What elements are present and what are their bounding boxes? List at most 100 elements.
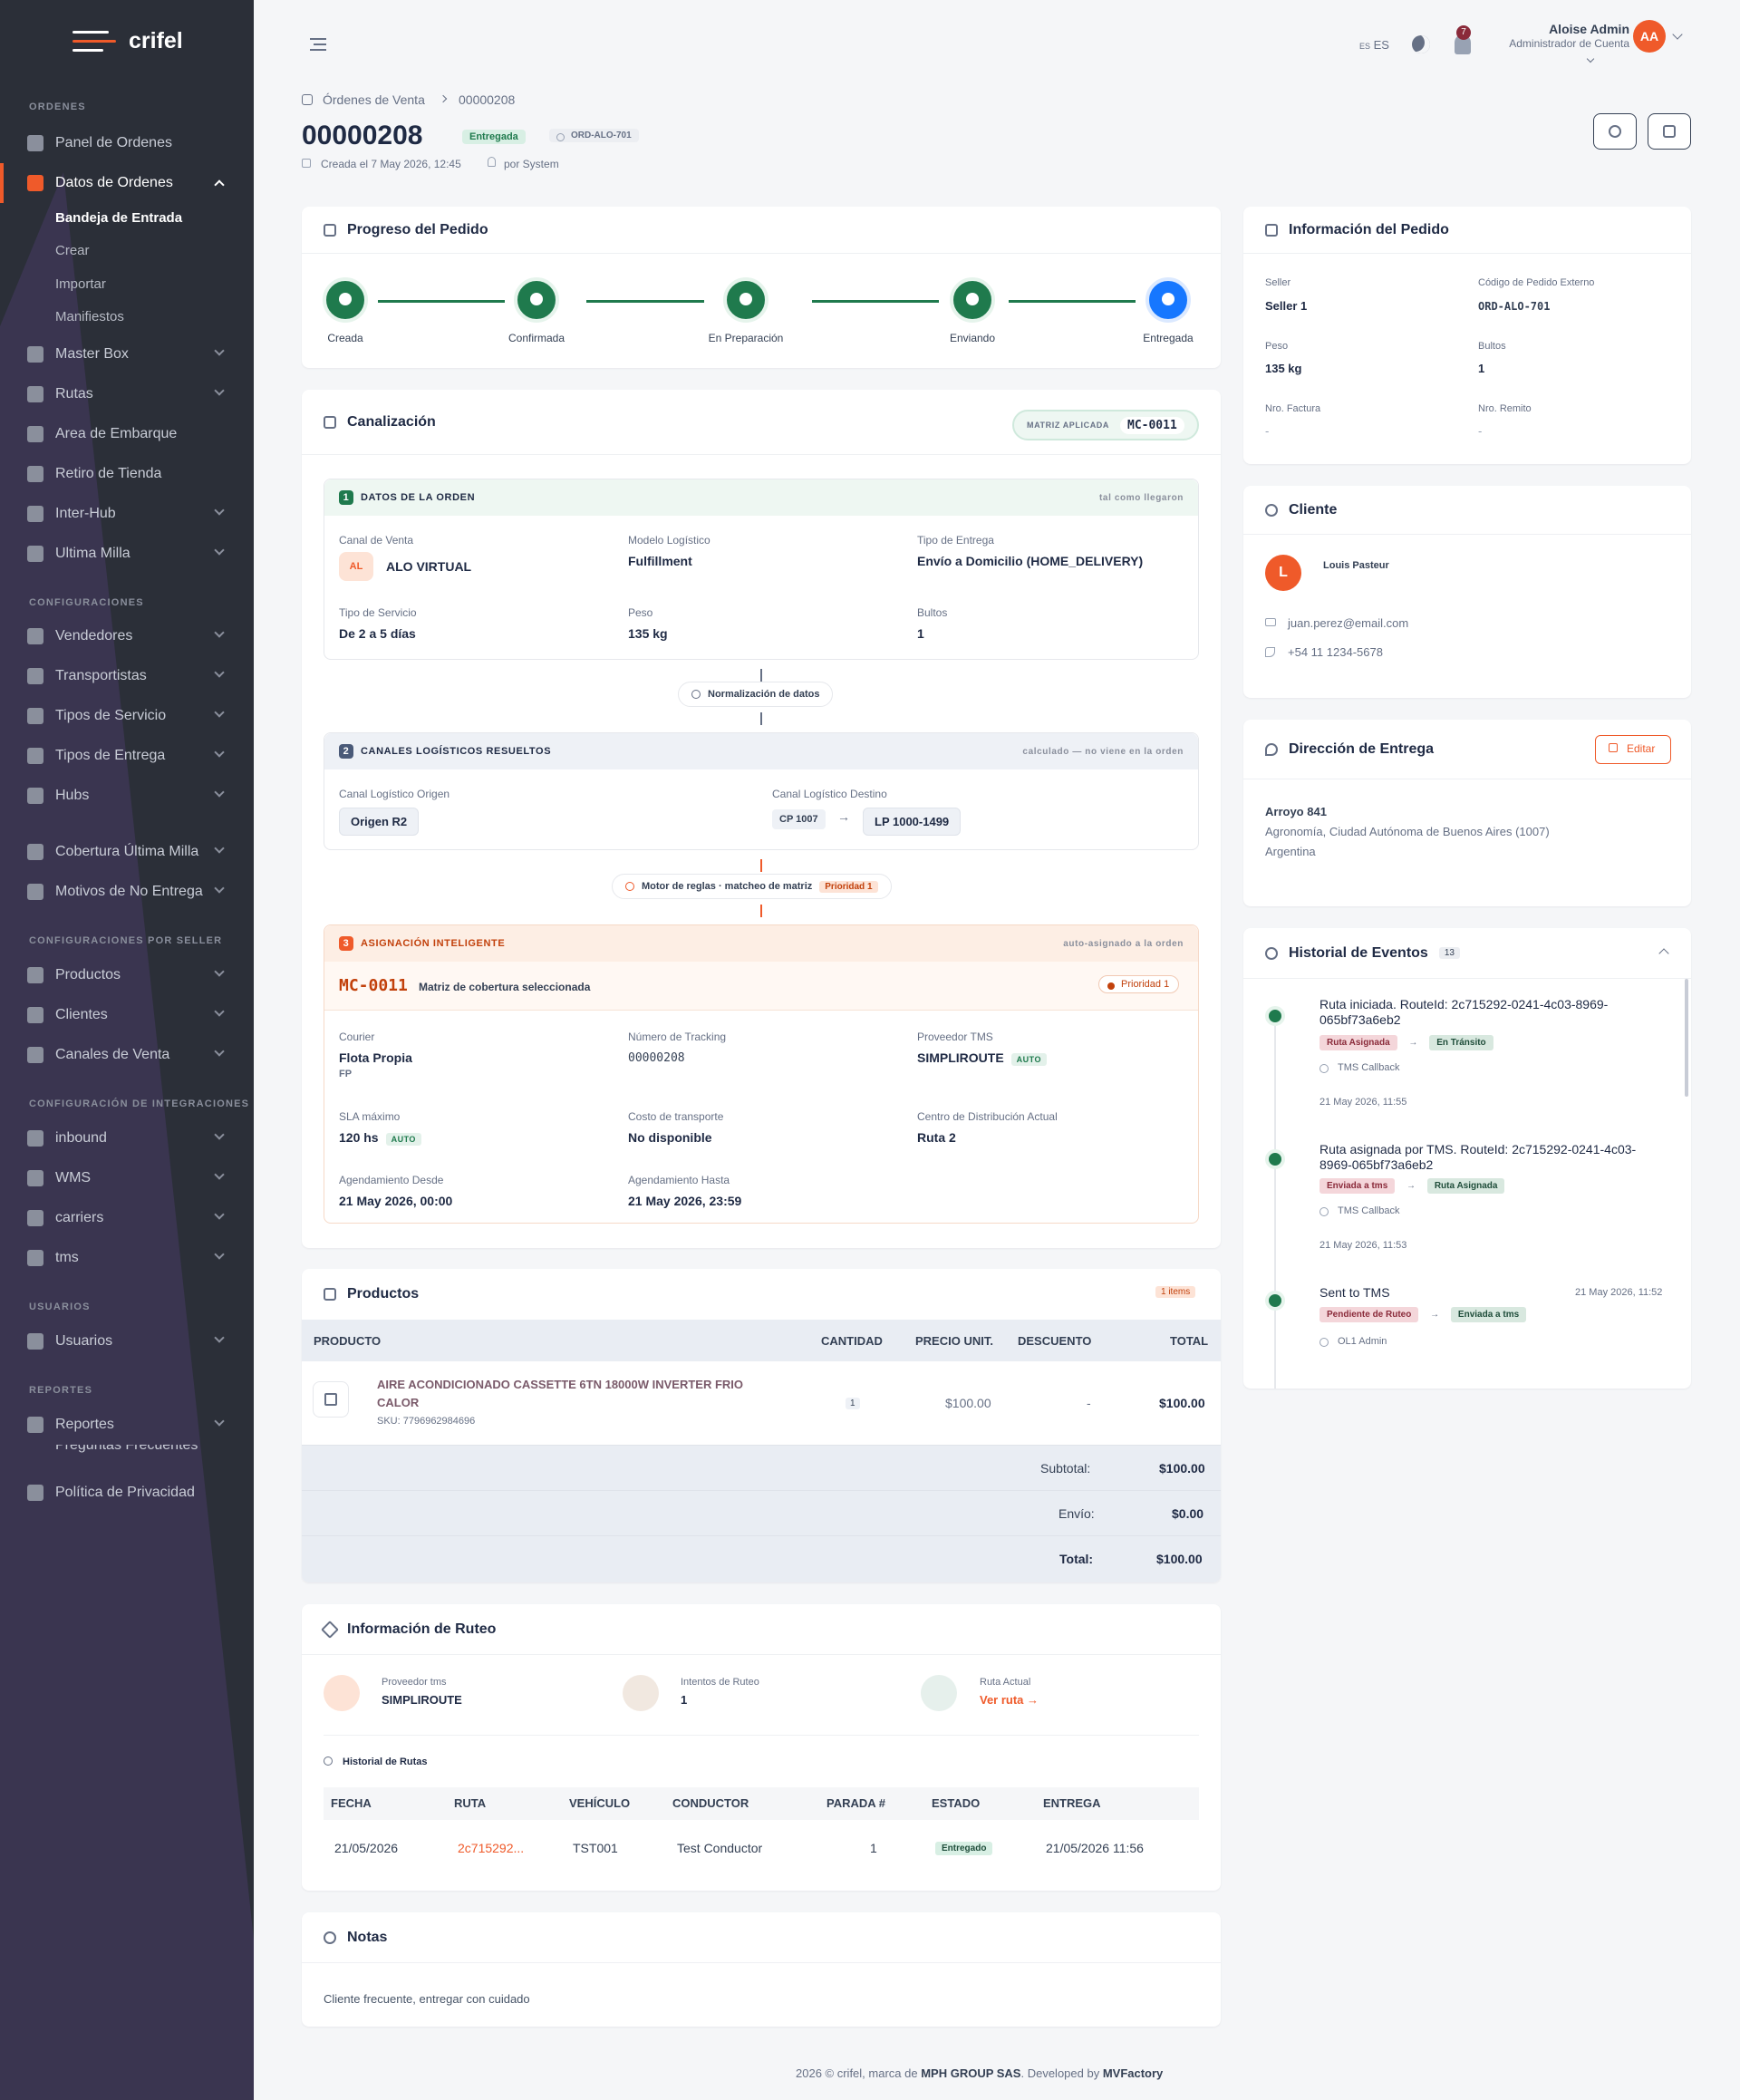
- sidebar-item-canales-venta[interactable]: Canales de Venta: [0, 1035, 254, 1075]
- table-row[interactable]: AIRE ACONDICIONADO CASSETTE 6TN 18000W I…: [302, 1361, 1221, 1445]
- bell-icon[interactable]: [1455, 34, 1471, 54]
- edit-address-button[interactable]: Editar: [1595, 735, 1671, 764]
- field-label: Número de Tracking: [628, 1031, 727, 1043]
- sidebar-item-rutas[interactable]: Rutas: [0, 374, 254, 414]
- step-label: Confirmada: [508, 332, 566, 344]
- sidebar-item-usuarios[interactable]: Usuarios: [0, 1321, 254, 1361]
- client-phone[interactable]: +54 11 1234-5678: [1288, 645, 1383, 659]
- store-icon: [27, 466, 44, 482]
- sidebar-item-vendedores[interactable]: Vendedores: [0, 616, 254, 656]
- step-label: En Preparación: [708, 332, 784, 344]
- sidebar-item-privacidad[interactable]: Política de Privacidad: [0, 1473, 254, 1513]
- origin-tag: Origen R2: [339, 808, 420, 836]
- sidebar-subitem-bandeja[interactable]: Bandeja de Entrada: [55, 210, 183, 226]
- sidebar-item-inter-hub[interactable]: Inter-Hub: [0, 494, 254, 534]
- users-icon: [27, 1333, 44, 1350]
- sidebar-item-tipos-servicio[interactable]: Tipos de Servicio: [0, 696, 254, 736]
- sidebar-item-faq[interactable]: Preguntas Frecuentes: [0, 1445, 254, 1454]
- sidebar-item-carriers[interactable]: carriers: [0, 1198, 254, 1238]
- field-label: Peso: [1265, 341, 1289, 352]
- table-row[interactable]: 21/05/2026 2c715292... TST001 Test Condu…: [324, 1820, 1199, 1871]
- chevron-down-icon[interactable]: [1586, 54, 1595, 63]
- destination-tag: LP 1000-1499: [863, 808, 962, 836]
- sidebar-item-reportes[interactable]: Reportes: [0, 1405, 254, 1445]
- refresh-button[interactable]: [1593, 113, 1637, 150]
- event-source: OL1 Admin: [1338, 1336, 1387, 1347]
- block-title: CANALES LOGÍSTICOS RESUELTOS: [361, 746, 552, 757]
- retry-icon: [623, 1675, 659, 1711]
- field-label: Seller: [1265, 277, 1291, 288]
- check-icon: [966, 293, 979, 305]
- sidebar-item-tipos-entrega[interactable]: Tipos de Entrega: [0, 736, 254, 776]
- progress-card: Progreso del Pedido Creada Confirmada En…: [302, 207, 1221, 368]
- sidebar-item-transportistas[interactable]: Transportistas: [0, 656, 254, 696]
- sidebar-item-label: WMS: [55, 1170, 92, 1185]
- tracking-number[interactable]: 00000208: [628, 1051, 685, 1065]
- notes-text: Cliente frecuente, entregar con cuidado: [324, 1992, 530, 2006]
- brand-name: crifel: [129, 27, 183, 53]
- view-route-link[interactable]: Ver ruta →: [980, 1693, 1039, 1707]
- breadcrumb-parent[interactable]: Órdenes de Venta: [323, 92, 425, 107]
- language-selector[interactable]: ES ES: [1359, 38, 1389, 52]
- sidebar-item-hubs[interactable]: Hubs: [0, 776, 254, 816]
- sidebar-item-label: Tipos de Servicio: [55, 708, 167, 723]
- footer-developer[interactable]: MVFactory: [1102, 2066, 1164, 2080]
- print-button[interactable]: [1648, 113, 1691, 150]
- sidebar-item-wms[interactable]: WMS: [0, 1158, 254, 1198]
- subtotal-label: Subtotal:: [1040, 1461, 1091, 1476]
- sidebar-subitem-crear[interactable]: Crear: [55, 243, 90, 258]
- progress-line: [812, 300, 939, 303]
- sidebar-item-area-embarque[interactable]: Area de Embarque: [0, 414, 254, 454]
- order-info-card: Información del Pedido Seller Seller 1 C…: [1243, 207, 1691, 464]
- block-note: calculado — no viene en la orden: [1022, 746, 1184, 757]
- avatar[interactable]: AA: [1633, 20, 1666, 53]
- chevron-down-icon: [214, 1209, 225, 1220]
- sidebar-item-datos-ordenes[interactable]: Datos de Ordenes: [0, 163, 254, 203]
- step-confirmada: [514, 277, 559, 323]
- carrier-icon: [27, 668, 44, 684]
- sidebar-item-tms[interactable]: tms: [0, 1238, 254, 1278]
- sidebar-item-retiro-tienda[interactable]: Retiro de Tienda: [0, 454, 254, 494]
- chevron-down-icon: [214, 627, 225, 638]
- chevron-down-icon: [214, 1129, 225, 1140]
- moon-icon[interactable]: [1412, 35, 1430, 53]
- status-badge: Entregada: [462, 128, 526, 144]
- route-link[interactable]: 2c715292...: [458, 1841, 525, 1855]
- sidebar-item-motivos[interactable]: Motivos de No Entrega: [0, 872, 254, 912]
- address-header: Dirección de Entrega: [1243, 720, 1691, 779]
- client-email[interactable]: juan.perez@email.com: [1288, 616, 1409, 630]
- location-icon: [1265, 742, 1278, 756]
- source-icon: [1320, 1207, 1329, 1216]
- external-code: ORD-ALO-701: [571, 131, 632, 140]
- sidebar-item-clientes[interactable]: Clientes: [0, 995, 254, 1035]
- sidebar-item-ultima-milla[interactable]: Ultima Milla: [0, 534, 254, 574]
- sidebar-subitem-importar[interactable]: Importar: [55, 276, 106, 292]
- footer-company[interactable]: MPH GROUP SAS: [921, 2066, 1021, 2080]
- sidebar-item-panel[interactable]: Panel de Ordenes: [0, 123, 254, 163]
- scrollbar[interactable]: [1685, 979, 1688, 1097]
- field-value: Fulfillment: [628, 554, 692, 568]
- chevron-down-icon: [214, 707, 225, 718]
- print-icon: [1663, 125, 1676, 138]
- sidebar-item-master-box[interactable]: Master Box: [0, 334, 254, 374]
- matrix-label: MATRIZ APLICADA: [1027, 421, 1109, 430]
- step-entregada: [1146, 277, 1191, 323]
- progress-line: [378, 300, 505, 303]
- user-name[interactable]: Aloise Admin: [1549, 22, 1629, 36]
- footer-text: . Developed by: [1020, 2066, 1103, 2080]
- column-header: CANTIDAD: [821, 1334, 883, 1348]
- user-icon: [1265, 503, 1278, 517]
- chevron-down-icon[interactable]: [1672, 29, 1683, 40]
- sidebar-subitem-manifiestos[interactable]: Manifiestos: [55, 309, 124, 324]
- sidebar-item-cobertura[interactable]: Cobertura Última Milla: [0, 832, 254, 872]
- brand-logo[interactable]: crifel: [72, 27, 183, 54]
- sidebar-item-inbound[interactable]: inbound: [0, 1118, 254, 1158]
- history-icon: [1265, 946, 1278, 960]
- chevron-down-icon: [214, 1169, 225, 1180]
- connector-line: [760, 859, 762, 872]
- total-row: Total: $100.00: [302, 1535, 1221, 1582]
- menu-toggle-icon[interactable]: [310, 38, 326, 51]
- section-label: REPORTES: [29, 1385, 93, 1396]
- arrow-right-icon: →: [1408, 1038, 1418, 1048]
- sidebar-item-productos[interactable]: Productos: [0, 955, 254, 995]
